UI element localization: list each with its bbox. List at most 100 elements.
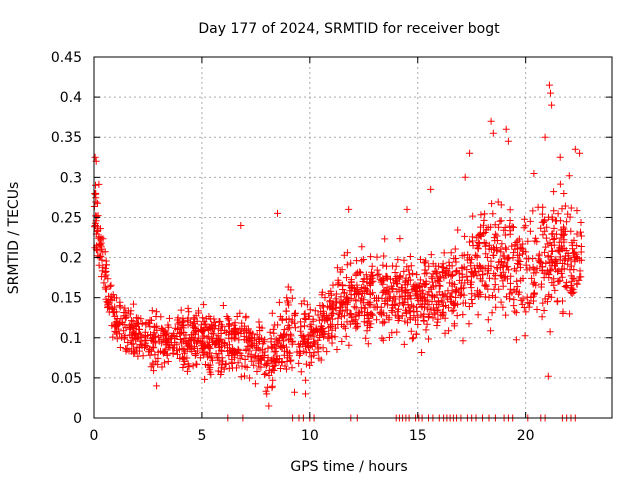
data-point — [162, 341, 170, 349]
data-point — [195, 309, 202, 317]
data-point — [496, 271, 504, 279]
data-point — [190, 324, 198, 332]
data-point — [285, 323, 293, 331]
data-point — [127, 307, 135, 315]
data-point — [120, 335, 128, 343]
data-point — [247, 350, 255, 358]
data-point — [94, 199, 101, 207]
data-point — [368, 271, 376, 279]
data-point — [373, 266, 381, 274]
data-point — [280, 326, 288, 334]
data-point — [423, 320, 431, 328]
data-point — [180, 349, 188, 357]
data-point — [422, 297, 430, 305]
data-point — [273, 337, 281, 345]
data-point — [265, 402, 273, 410]
data-point — [192, 360, 200, 368]
data-point — [211, 318, 219, 326]
data-point — [548, 101, 556, 109]
data-point — [576, 273, 584, 281]
data-point — [504, 137, 512, 145]
data-point — [120, 309, 128, 316]
data-point — [328, 326, 336, 334]
data-point — [304, 338, 312, 346]
data-point — [523, 255, 531, 263]
data-point — [150, 367, 158, 375]
data-point — [343, 274, 350, 282]
data-point — [559, 308, 567, 316]
y-tick-label: 0.05 — [51, 371, 82, 387]
data-point — [281, 362, 289, 370]
data-point — [459, 337, 467, 345]
data-point — [360, 318, 368, 326]
data-point — [452, 255, 460, 262]
data-point — [100, 279, 108, 287]
data-point — [260, 371, 268, 378]
data-point — [409, 334, 417, 342]
data-point — [253, 368, 261, 375]
data-point — [561, 283, 569, 290]
y-tick-labels: 0 0.05 0.1 0.15 0.2 0.25 0.3 0.35 0.4 0.45 — [51, 50, 82, 427]
data-point — [225, 331, 233, 339]
data-point — [280, 337, 288, 345]
data-point — [542, 234, 550, 242]
data-point — [315, 354, 323, 362]
data-point — [445, 270, 452, 278]
data-point — [271, 321, 279, 329]
data-point — [291, 388, 298, 396]
data-point — [102, 257, 110, 265]
data-point — [453, 312, 461, 320]
data-point — [469, 242, 477, 250]
data-point — [283, 365, 290, 373]
data-point — [539, 299, 547, 307]
data-point — [576, 267, 584, 275]
data-point — [269, 362, 277, 370]
data-point — [450, 306, 458, 314]
data-point — [476, 288, 484, 296]
data-point — [386, 293, 394, 301]
data-point — [333, 297, 340, 305]
x-tick-label: 20 — [517, 428, 535, 444]
data-point — [179, 364, 187, 371]
data-point — [419, 313, 427, 321]
data-point — [220, 365, 228, 373]
data-point — [467, 280, 474, 288]
data-point — [557, 217, 565, 225]
data-point — [429, 292, 437, 300]
data-point — [287, 332, 295, 340]
data-point — [437, 311, 445, 319]
data-point — [569, 286, 577, 294]
data-point — [382, 290, 390, 298]
data-point — [530, 292, 537, 300]
data-point — [420, 317, 428, 325]
data-point — [502, 245, 510, 253]
data-point — [136, 326, 143, 333]
data-point — [474, 239, 482, 246]
data-point — [238, 362, 246, 370]
data-point — [204, 353, 212, 361]
data-point — [132, 336, 140, 344]
data-point — [427, 284, 435, 292]
data-point — [113, 315, 121, 322]
data-point — [538, 313, 546, 321]
data-point — [145, 348, 153, 356]
data-point — [501, 259, 509, 267]
data-point — [411, 284, 419, 292]
data-point — [450, 280, 458, 288]
data-point — [511, 307, 519, 315]
data-point — [471, 251, 479, 259]
data-point — [340, 312, 348, 320]
x-tick-label: 0 — [90, 428, 99, 444]
data-point — [435, 298, 443, 306]
x-tick-label: 10 — [301, 428, 319, 444]
data-point — [92, 181, 99, 189]
data-point — [352, 324, 360, 332]
data-point — [550, 224, 558, 232]
data-point — [373, 316, 381, 324]
data-point — [217, 335, 225, 343]
data-point — [160, 359, 168, 367]
data-point — [130, 350, 138, 358]
data-point — [183, 345, 191, 353]
data-point — [306, 361, 314, 369]
